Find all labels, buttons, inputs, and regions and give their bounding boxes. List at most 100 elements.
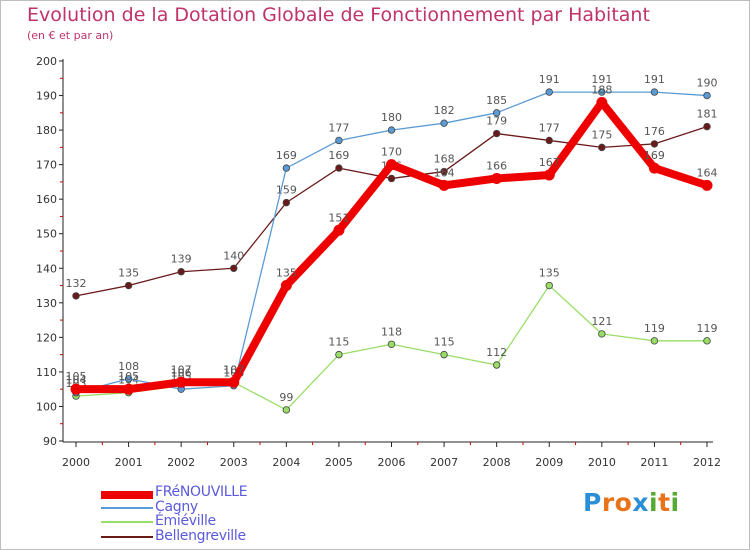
data-point (598, 143, 606, 152)
data-label: 191 (539, 73, 560, 86)
logo-letter: x (632, 488, 649, 517)
x-tick-label: 2000 (62, 456, 90, 469)
data-label: 135 (118, 267, 139, 280)
data-label: 139 (171, 253, 192, 266)
data-label: 135 (276, 267, 297, 280)
y-tick-label: 180 (36, 124, 57, 137)
data-point (492, 361, 501, 369)
y-tick-label: 140 (36, 262, 57, 275)
data-label: 169 (276, 149, 297, 162)
data-point (175, 376, 187, 388)
proxiti-logo: Proxiti (583, 488, 680, 517)
data-point (650, 140, 659, 148)
data-point (596, 96, 608, 108)
data-label: 164 (697, 166, 718, 179)
data-label: 151 (328, 211, 349, 224)
data-label: 132 (66, 277, 87, 290)
x-tick-label: 2008 (483, 456, 511, 469)
data-label: 188 (591, 83, 612, 96)
data-point (387, 126, 396, 134)
x-tick-label: 2005 (325, 456, 353, 469)
data-label: 166 (486, 159, 507, 172)
chart-title: Evolution de la Dotation Globale de Fonc… (27, 4, 650, 26)
data-point (545, 281, 553, 290)
data-label: 164 (434, 166, 455, 179)
data-point (124, 281, 133, 290)
legend-swatch-emieville (101, 521, 153, 523)
legend-swatch-frenouville (101, 491, 153, 499)
data-point (72, 292, 80, 300)
logo-letter: i (649, 488, 659, 517)
legend-swatch-cagny (101, 506, 153, 509)
data-label: 169 (328, 149, 349, 162)
y-tick-label: 170 (36, 159, 57, 172)
data-point (123, 383, 135, 395)
data-point (650, 337, 659, 345)
data-label: 185 (486, 94, 507, 107)
data-point (545, 136, 553, 145)
legend-label-cagny: Cagny (155, 498, 198, 515)
data-label: 119 (644, 322, 665, 335)
data-label: 170 (381, 146, 402, 159)
data-point (648, 162, 660, 174)
data-point (440, 167, 448, 176)
data-point (650, 88, 659, 96)
data-point (387, 340, 396, 348)
y-tick-label: 90 (43, 435, 57, 448)
legend-item-bellengreville: Bellengreville (101, 527, 301, 544)
data-point (545, 88, 553, 96)
data-label: 121 (591, 315, 612, 328)
data-point (440, 119, 448, 127)
data-point (492, 109, 501, 117)
data-point (701, 179, 713, 191)
data-label: 105 (118, 370, 139, 383)
data-label: 191 (591, 73, 612, 86)
data-label: 112 (486, 346, 507, 359)
data-point (228, 376, 240, 388)
x-tick-label: 2002 (167, 456, 195, 469)
data-point (280, 280, 292, 292)
data-label: 175 (591, 128, 612, 141)
data-point (492, 129, 501, 138)
data-label: 108 (118, 360, 139, 373)
data-label: 182 (434, 104, 455, 117)
data-point (335, 136, 343, 145)
data-label: 181 (697, 108, 718, 121)
y-tick-label: 200 (36, 55, 57, 68)
data-label: 107 (223, 363, 244, 376)
data-label: 177 (328, 121, 349, 134)
data-label: 104 (66, 374, 87, 387)
chart-legend: FRéNOUVILLE Cagny Émiéville Bellengrevil… (101, 484, 301, 544)
data-point (282, 198, 291, 207)
y-tick-label: 110 (36, 366, 57, 379)
x-tick-label: 2009 (535, 456, 563, 469)
y-tick-label: 100 (36, 400, 57, 413)
logo-letter: t (658, 488, 671, 517)
logo-letter: i (670, 488, 680, 517)
logo-letter: r (601, 488, 615, 517)
data-point (333, 224, 345, 236)
data-label: 99 (279, 391, 293, 404)
data-label: 167 (539, 156, 560, 169)
x-tick-label: 2006 (378, 456, 406, 469)
data-label: 115 (328, 336, 349, 349)
data-point (703, 337, 711, 345)
legend-item-emieville: Émiéville (101, 513, 301, 529)
data-label: 179 (486, 115, 507, 128)
x-tick-label: 2010 (588, 456, 616, 469)
legend-label-bellengreville: Bellengreville (155, 527, 246, 544)
data-point (335, 350, 343, 359)
logo-letter: P (583, 488, 602, 517)
data-point (440, 350, 448, 359)
data-point (703, 91, 711, 100)
data-point (282, 164, 291, 172)
y-tick-label: 160 (36, 193, 57, 206)
y-tick-label: 190 (36, 90, 57, 103)
data-point (282, 406, 291, 414)
data-point (598, 88, 606, 96)
logo-letter: o (614, 488, 633, 517)
data-label: 107 (171, 363, 192, 376)
data-point (703, 122, 711, 131)
legend-item-frenouville: FRéNOUVILLE (101, 484, 301, 500)
